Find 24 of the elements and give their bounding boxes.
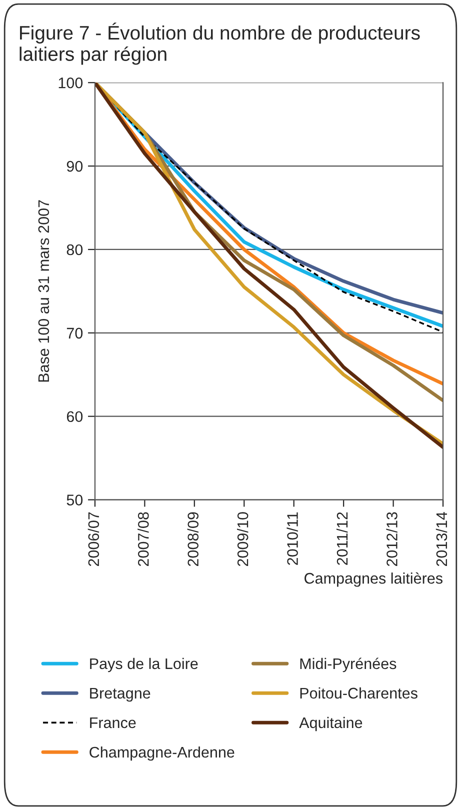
x-tick-label: 2013/14 [436, 512, 448, 566]
chart-title: Figure 7 - Évolution du nombre de producteurs laitiers par région [20, 22, 420, 65]
y-tick-label: 90 [66, 160, 83, 172]
y-tick-label: 60 [66, 411, 83, 422]
y-tick-label: 100 [58, 77, 83, 88]
x-tick-label: 2007/08 [138, 512, 149, 566]
x-tick-label: 2010/11 [286, 512, 298, 565]
legend-label: Champagne-Ardenne [90, 746, 234, 761]
x-tick-label: 2011/12 [336, 512, 348, 565]
legend-label: France [90, 717, 136, 728]
x-tick-label: 2012/13 [386, 512, 398, 566]
y-tick-label: 80 [66, 244, 83, 256]
x-tick-label: 2008/09 [187, 512, 199, 566]
legend-label: Pays de la Loire [90, 658, 198, 672]
y-tick-label: 70 [66, 328, 83, 339]
x-tick-label: 2009/10 [237, 512, 248, 566]
legend-label: Midi-Pyrénées [300, 658, 396, 672]
y-tick-label: 50 [66, 494, 83, 506]
x-axis-title: Campagnes laitières [304, 572, 442, 587]
legend-label: Poitou-Charentes [300, 687, 418, 699]
legend-label: Aquitaine [299, 716, 362, 732]
y-axis-title: Base 100 au 31 mars 2007 [38, 200, 50, 382]
x-tick-label: 2006/07 [88, 512, 100, 566]
legend-label: Bretagne [90, 688, 150, 702]
